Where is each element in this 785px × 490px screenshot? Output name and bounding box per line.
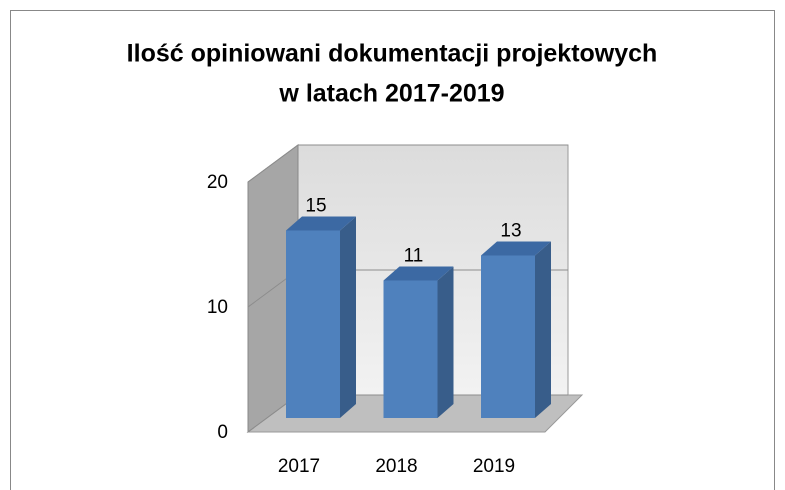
bar-top xyxy=(383,266,454,281)
bar xyxy=(383,280,438,418)
grid-line xyxy=(247,144,568,183)
bar-top xyxy=(481,241,551,256)
chart-title: w latach 2017-2019 xyxy=(278,80,504,108)
bar xyxy=(481,255,535,418)
data-label: 13 xyxy=(500,221,521,242)
x-tick-label: 2019 xyxy=(473,456,515,477)
x-tick-label: 2018 xyxy=(375,456,417,477)
bar-side xyxy=(437,266,454,418)
bar-side xyxy=(535,241,551,418)
bar xyxy=(286,230,340,418)
data-label: 11 xyxy=(404,246,424,267)
y-tick-label: 0 xyxy=(217,422,228,443)
data-label: 15 xyxy=(305,196,326,217)
y-tick-label: 20 xyxy=(207,172,228,193)
bar-side xyxy=(340,216,356,418)
y-tick-label: 10 xyxy=(207,297,228,318)
chart-title: Ilość opiniowani dokumentacji projektowy… xyxy=(127,40,658,68)
x-tick-label: 2017 xyxy=(278,456,320,477)
bar-top xyxy=(286,216,356,231)
